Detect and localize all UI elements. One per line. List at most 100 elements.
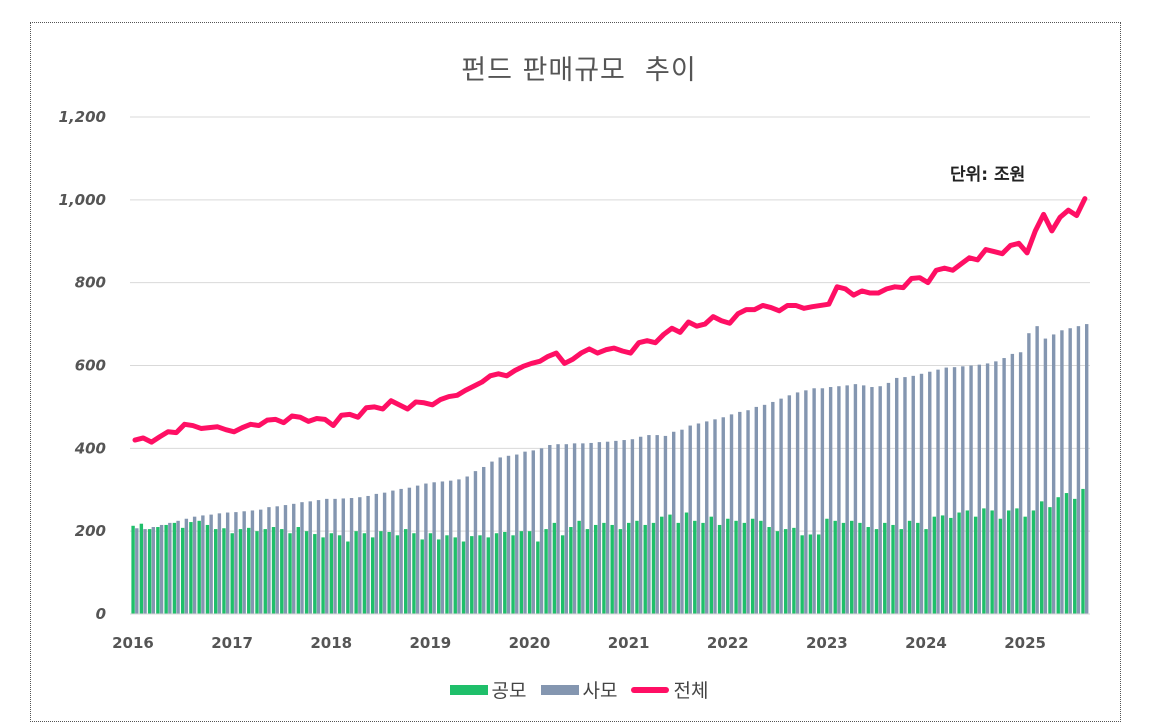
- bar-public: [685, 513, 688, 614]
- bar-private: [218, 513, 221, 614]
- bar-private: [432, 482, 435, 614]
- bar-private: [358, 497, 361, 614]
- bar-private: [251, 510, 254, 614]
- bar-private: [796, 392, 799, 614]
- bar-private: [276, 506, 279, 614]
- bar-public: [206, 525, 209, 614]
- bar-private: [829, 387, 832, 614]
- bar-public: [255, 531, 258, 614]
- bar-public: [470, 536, 473, 614]
- bar-public: [693, 521, 696, 614]
- legend-item-public: 공모: [450, 676, 527, 703]
- bar-public: [908, 521, 911, 614]
- bar-public: [1015, 508, 1018, 614]
- bar-public: [668, 515, 671, 614]
- bar-private: [383, 493, 386, 614]
- bar-public: [941, 515, 944, 614]
- bar-private: [771, 402, 774, 614]
- bar-private: [730, 414, 733, 614]
- bar-private: [870, 387, 873, 614]
- bar-private: [697, 423, 700, 614]
- bar-public: [1040, 501, 1043, 614]
- bar-private: [284, 505, 287, 614]
- bar-private: [763, 405, 766, 614]
- bar-private: [994, 361, 997, 614]
- bar-public: [429, 533, 432, 614]
- bar-public: [264, 529, 267, 614]
- bar-public: [1032, 510, 1035, 614]
- bar-public: [990, 510, 993, 614]
- bar-public: [140, 524, 143, 614]
- bar-public: [305, 531, 308, 614]
- bar-public: [189, 522, 192, 614]
- bar-private: [325, 499, 328, 614]
- bar-private: [523, 452, 526, 614]
- bar-private: [317, 500, 320, 614]
- bar-private: [887, 383, 890, 614]
- bar-private: [408, 488, 411, 614]
- legend-label-private: 사모: [583, 676, 618, 703]
- bar-public: [445, 535, 448, 614]
- x-tick-label: 2017: [211, 634, 253, 652]
- bar-private: [614, 441, 617, 614]
- bar-private: [1077, 326, 1080, 614]
- bar-public: [404, 529, 407, 614]
- bar-public: [842, 523, 845, 614]
- bar-private: [573, 443, 576, 614]
- bar-public: [214, 529, 217, 614]
- bar-public: [346, 542, 349, 614]
- y-tick-label: 200: [75, 522, 106, 540]
- bar-public: [462, 542, 465, 614]
- bar-public: [610, 525, 613, 614]
- bar-private: [945, 368, 948, 614]
- bar-public: [313, 534, 316, 614]
- bar-public: [544, 529, 547, 614]
- x-tick-label: 2016: [112, 634, 154, 652]
- bar-private: [556, 444, 559, 614]
- bar-private: [1011, 354, 1014, 614]
- bar-public: [528, 531, 531, 614]
- bar-public: [454, 537, 457, 614]
- bar-private: [490, 462, 493, 614]
- bar-public: [478, 535, 481, 614]
- x-tick-label: 2023: [806, 634, 848, 652]
- bar-private: [1027, 333, 1030, 614]
- legend-item-private: 사모: [541, 676, 618, 703]
- bar-private: [755, 407, 758, 614]
- bar-public: [883, 523, 886, 614]
- bar-private: [978, 365, 981, 614]
- bar-public: [867, 527, 870, 614]
- bar-public: [181, 528, 184, 614]
- bar-public: [933, 517, 936, 614]
- bar-public: [644, 525, 647, 614]
- bar-public: [131, 526, 134, 614]
- bar-private: [176, 521, 179, 614]
- y-tick-label: 800: [75, 274, 106, 292]
- x-tick-label: 2022: [707, 634, 749, 652]
- bar-public: [164, 525, 167, 614]
- bar-private: [300, 502, 303, 614]
- bar-private: [1002, 358, 1005, 614]
- bar-private: [788, 395, 791, 614]
- bar-private: [746, 410, 749, 614]
- bar-private: [928, 372, 931, 614]
- bar-public: [751, 519, 754, 614]
- bar-public: [916, 523, 919, 614]
- bar-private: [515, 455, 518, 614]
- bar-public: [503, 532, 506, 614]
- bar-public: [280, 529, 283, 614]
- bar-private: [548, 445, 551, 614]
- bar-private: [920, 374, 923, 614]
- bar-public: [619, 529, 622, 614]
- bar-public: [677, 523, 680, 614]
- bar-public: [379, 531, 382, 614]
- bar-private: [193, 517, 196, 614]
- bar-private: [961, 366, 964, 614]
- bar-private: [226, 513, 229, 614]
- bar-private: [466, 476, 469, 614]
- bar-public: [1073, 499, 1076, 614]
- bar-public: [627, 523, 630, 614]
- bar-public: [817, 534, 820, 614]
- bar-private: [722, 417, 725, 614]
- bar-private: [821, 388, 824, 614]
